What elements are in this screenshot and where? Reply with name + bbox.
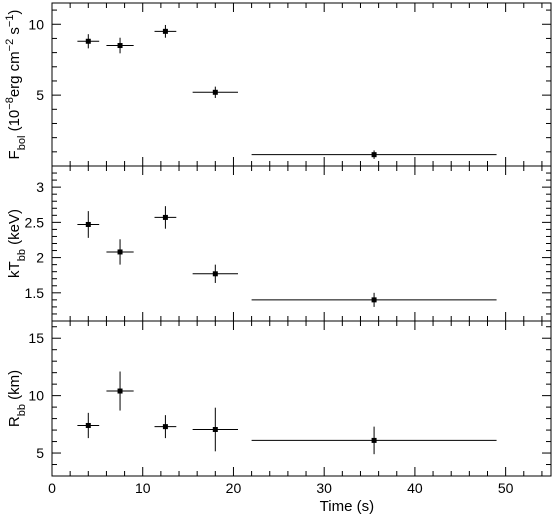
data-point	[77, 34, 100, 49]
point-marker	[371, 437, 377, 443]
point-marker	[162, 424, 168, 430]
y-tick-label: 2.5	[25, 214, 45, 230]
y-tick-label: 1.5	[25, 285, 45, 301]
x-tick-label: 40	[407, 480, 423, 496]
point-marker	[371, 297, 377, 303]
panel-radius: 5 10 15 Rbb (km)	[6, 320, 552, 477]
data-point	[154, 206, 177, 229]
y-tick-label: 5	[36, 445, 44, 461]
y-axis-title: Fbol (10−8erg cm−2 s−1)	[4, 10, 28, 160]
y-tick-label: 2	[36, 250, 44, 266]
y-tick-label: 5	[36, 87, 44, 103]
point-marker	[117, 249, 123, 255]
data-point	[106, 371, 134, 411]
data-point	[251, 292, 497, 307]
x-tick-label: 10	[135, 480, 151, 496]
x-axis-title: Time (s)	[320, 498, 374, 515]
data-point	[251, 426, 497, 455]
panel-frame	[51, 2, 552, 167]
data-point	[192, 86, 238, 98]
data-point	[192, 407, 238, 452]
data-point	[192, 264, 238, 283]
data-point	[77, 412, 100, 439]
panel-temperature: 1.5 2 2.5 3 kTbb (keV)	[6, 165, 552, 322]
point-marker	[85, 221, 91, 227]
data-point	[154, 24, 177, 38]
y-tick-label: 10	[28, 16, 44, 32]
point-marker	[117, 43, 123, 49]
point-marker	[85, 422, 91, 428]
y-tick-label: 15	[28, 330, 44, 346]
panel-frame	[51, 165, 552, 322]
data-point	[154, 415, 177, 439]
panel-frame	[51, 320, 552, 477]
y-axis-title: Rbb (km)	[6, 370, 28, 427]
y-tick-label: 10	[28, 388, 44, 404]
point-marker	[212, 89, 218, 95]
data-point	[106, 239, 134, 265]
x-tick-label: 50	[498, 480, 514, 496]
point-marker	[162, 214, 168, 220]
x-tick-label: 0	[48, 480, 56, 496]
point-marker	[371, 152, 377, 158]
point-marker	[162, 28, 168, 34]
data-point	[251, 150, 497, 159]
point-marker	[85, 38, 91, 44]
y-tick-label: 3	[36, 179, 44, 195]
point-marker	[117, 388, 123, 394]
data-point	[106, 37, 134, 54]
point-marker	[212, 271, 218, 277]
data-point	[77, 211, 100, 238]
x-axis-labels: 0 10 20 30 40 50	[48, 480, 514, 496]
x-tick-label: 30	[316, 480, 332, 496]
y-axis-title: kTbb (keV)	[6, 209, 28, 278]
x-tick-label: 20	[226, 480, 242, 496]
point-marker	[212, 427, 218, 432]
